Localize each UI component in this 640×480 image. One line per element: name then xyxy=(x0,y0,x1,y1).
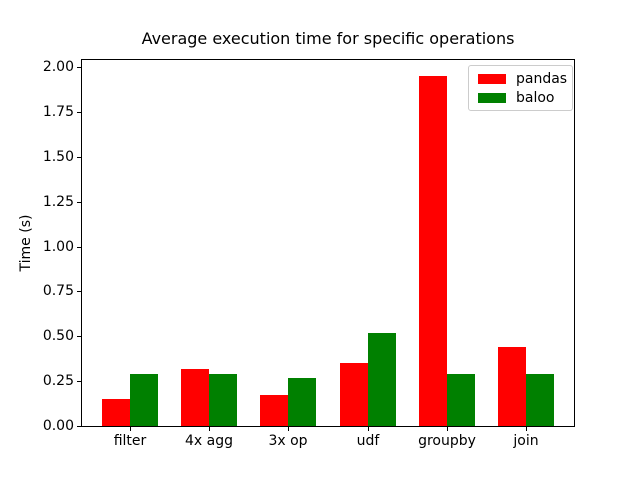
y-tick-label: 0.00 xyxy=(42,418,74,434)
x-tick-label: groupby xyxy=(418,433,476,449)
y-tick-mark xyxy=(77,247,81,248)
y-tick-mark xyxy=(77,426,81,427)
y-tick-label: 2.00 xyxy=(42,59,74,75)
bar-baloo-udf xyxy=(368,333,396,426)
x-tick-label: 4x agg xyxy=(185,433,233,449)
y-tick-mark xyxy=(77,291,81,292)
y-tick-label: 0.50 xyxy=(42,328,74,344)
legend-item-baloo: baloo xyxy=(478,88,572,107)
x-tick-label: join xyxy=(513,433,539,449)
chart-title: Average execution time for specific oper… xyxy=(141,29,515,48)
y-tick-label: 1.50 xyxy=(42,149,74,165)
bar-baloo-4x-agg xyxy=(209,374,237,426)
legend: pandas baloo xyxy=(468,65,573,111)
y-tick-label: 0.75 xyxy=(42,283,74,299)
legend-label-pandas: pandas xyxy=(516,70,568,87)
bar-baloo-join xyxy=(526,374,554,426)
y-tick-mark xyxy=(77,112,81,113)
y-tick-mark xyxy=(77,67,81,68)
legend-rows: pandas baloo xyxy=(478,69,572,107)
bar-pandas-3x-op xyxy=(260,395,288,426)
bar-pandas-4x-agg xyxy=(181,369,209,426)
x-tick-mark xyxy=(209,427,210,431)
y-tick-label: 1.25 xyxy=(42,194,74,210)
legend-item-pandas: pandas xyxy=(478,69,572,88)
bar-baloo-groupby xyxy=(447,374,475,426)
bar-baloo-filter xyxy=(130,374,158,426)
bar-pandas-udf xyxy=(340,363,368,426)
bar-baloo-3x-op xyxy=(288,378,316,426)
x-tick-mark xyxy=(447,427,448,431)
legend-label-baloo: baloo xyxy=(516,89,555,106)
y-tick-mark xyxy=(77,336,81,337)
bar-pandas-groupby xyxy=(419,76,447,426)
x-tick-label: filter xyxy=(113,433,147,449)
legend-swatch-pandas xyxy=(478,73,506,84)
plot-area xyxy=(81,59,575,427)
x-tick-mark xyxy=(288,427,289,431)
y-tick-label: 0.25 xyxy=(42,373,74,389)
x-tick-label: udf xyxy=(356,433,380,449)
y-tick-label: 1.00 xyxy=(42,239,74,255)
bar-pandas-join xyxy=(498,347,526,426)
bar-pandas-filter xyxy=(102,399,130,426)
x-tick-mark xyxy=(130,427,131,431)
y-tick-mark xyxy=(77,157,81,158)
x-tick-mark xyxy=(368,427,369,431)
y-tick-mark xyxy=(77,202,81,203)
x-tick-mark xyxy=(526,427,527,431)
y-tick-label: 1.75 xyxy=(42,104,74,120)
legend-swatch-baloo xyxy=(478,92,506,103)
x-tick-label: 3x op xyxy=(268,433,308,449)
y-tick-mark xyxy=(77,381,81,382)
